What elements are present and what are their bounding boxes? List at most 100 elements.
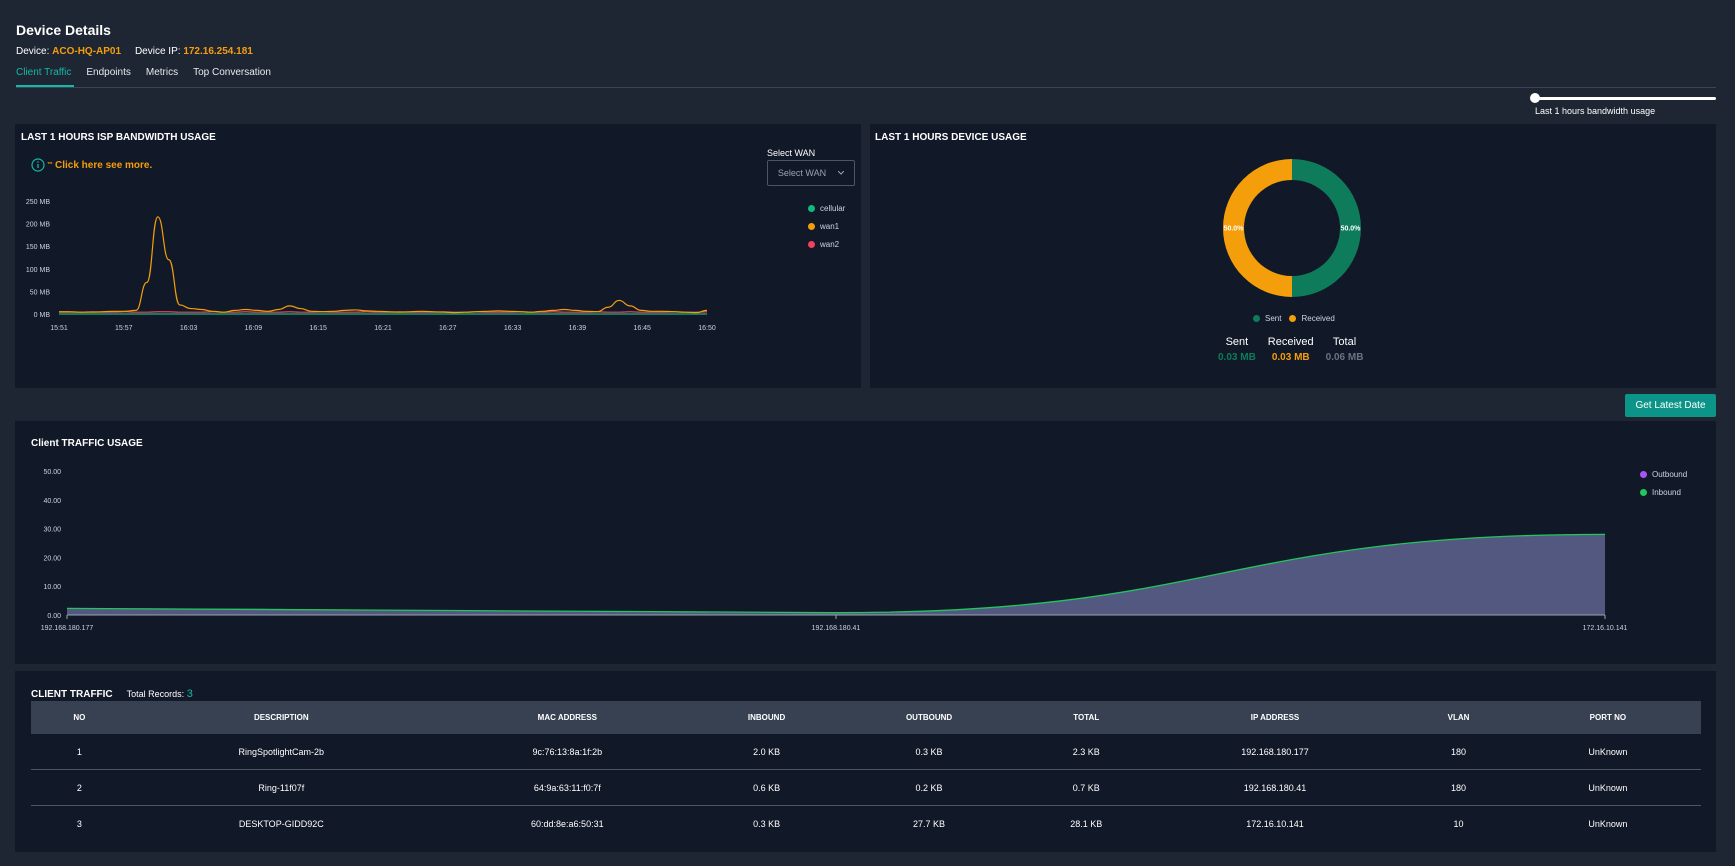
legend-inbound[interactable]: Inbound [1640,488,1687,497]
legend-cellular[interactable]: cellular [808,204,845,213]
legend-received[interactable]: Received [1289,314,1335,323]
stat-sent-value: 0.03 MB [1218,352,1256,363]
tab-endpoints[interactable]: Endpoints [86,67,131,78]
device-ip-label: Device IP: [134,46,181,57]
isp-y-tick: 200 MB [26,222,50,229]
tab-client-traffic[interactable]: Client Traffic [16,67,72,78]
stat-received-value: 0.03 MB [1271,352,1310,363]
column-header-outbound[interactable]: OUTBOUND [905,713,953,722]
isp-y-tick: 100 MB [26,267,50,274]
table-row[interactable]: 2 Ring-11f07f 64:9a:63:11:f0:7f 0.6 KB 0.2 K… [31,769,1701,806]
client-x-tick: 192.168.180.177 [41,625,94,632]
column-header-mac-address[interactable]: MAC ADDRESS [537,713,597,722]
cell-vlan: 10 [1453,818,1464,829]
cell-mac-address: 64:9a:63:11:f0:7f [434,769,700,806]
legend-wan2-dot [808,241,815,248]
cell-description: DESKTOP-GIDD92C [238,818,324,829]
cell-mac-address: 9c:76:13:8a:1f:2b [434,734,700,770]
table-header-row: NO DESCRIPTION MAC ADDRESS INBOUND OUTBOUND T… [31,701,1701,734]
legend-outbound-dot [1640,471,1647,478]
cell-outbound: 0.3 KB [833,734,1025,770]
table-wrapper: NO DESCRIPTION MAC ADDRESS INBOUND OUTBOUND T… [31,701,1701,841]
isp-x-tick: 16:27 [439,325,457,332]
isp-x-tick: 16:21 [374,325,392,332]
cell-vlan: 180 [1402,734,1515,770]
legend-received-dot [1289,315,1297,322]
table-row[interactable]: 3 DESKTOP-GIDD92C 60:dd:8e:a6:50:31 0.3 KB 2… [31,806,1701,842]
client-y-tick: 30.00 [43,527,61,534]
select-wan-dropdown[interactable]: Select WAN [767,160,855,186]
client-traffic-area-chart: 50.00 40.00 30.00 20.00 10.00 0.00 192.168.180… [41,469,1628,632]
client-y-tick: 10.00 [43,584,61,591]
cell-ip-address: 192.168.180.177 [1147,734,1403,770]
cell-no: 3 [76,818,82,829]
isp-bandwidth-panel: LAST 1 HOURS ISP BANDWIDTH USAGE ™ Click… [15,124,861,388]
column-header-vlan[interactable]: VLAN [1447,713,1470,722]
cell-port-no: UnKnown [1514,769,1701,806]
device-value: ACO-HQ-AP01 [52,46,122,57]
legend-wan1[interactable]: wan1 [808,222,845,231]
isp-legend: cellular wan1 wan2 [808,204,845,249]
donut-slice-sent[interactable] [1292,159,1361,297]
donut-slice-received[interactable] [1223,159,1292,297]
device-label: Device: [16,46,50,57]
active-tab-indicator [16,85,74,87]
client-y-tick: 20.00 [43,555,61,562]
table-row[interactable]: 1 RingSpotlightCam-2b 9c:76:13:8a:1f:2b 2.0… [31,734,1701,770]
select-wan-label: Select WAN [767,148,816,158]
bandwidth-slider-track[interactable] [1533,97,1716,100]
cell-inbound: 2.0 KB [699,734,834,770]
client-y-tick: 0.00 [47,613,61,620]
isp-x-tick: 16:09 [245,325,263,332]
usage-stats: Sent 0.03 MB Received 0.03 MB Total 0.06… [1218,336,1363,363]
column-header-no[interactable]: NO [73,713,86,722]
legend-cellular-label: cellular [820,204,846,213]
stat-sent: Sent 0.03 MB [1218,336,1256,363]
legend-outbound[interactable]: Outbound [1640,470,1687,479]
legend-wan2[interactable]: wan2 [808,240,845,249]
cell-description: RingSpotlightCam-2b [127,734,435,770]
stat-total-label: Total [1332,336,1357,348]
get-latest-date-button[interactable]: Get Latest Date [1625,394,1716,417]
client-traffic-table-panel: CLIENT TRAFFIC Total Records: 3 NO DESCRI… [15,671,1716,852]
total-records: Total Records: 3 [127,688,193,700]
chevron-down-icon [838,171,845,175]
isp-panel-title: LAST 1 HOURS ISP BANDWIDTH USAGE [21,132,216,143]
stat-received: Received 0.03 MB [1268,336,1314,363]
donut-slice-label: 50.0% [1341,226,1362,233]
column-header-total[interactable]: TOTAL [1073,713,1100,722]
isp-x-tick: 16:03 [180,325,198,332]
bandwidth-slider-label: Last 1 hours bandwidth usage [1535,106,1656,116]
legend-sent-label: Sent [1265,314,1282,323]
column-header-description[interactable]: DESCRIPTION [253,713,309,722]
cell-inbound: 0.3 KB [753,818,781,829]
client-traffic-chart-panel: Client TRAFFIC USAGE Outbound Inbound 50… [15,421,1716,664]
stat-total-value: 0.06 MB [1325,352,1364,363]
cell-port-no: UnKnown [1588,818,1628,829]
tab-metrics[interactable]: Metrics [145,67,179,78]
legend-wan1-dot [808,223,815,230]
column-header-port-no[interactable]: PORT NO [1589,713,1627,722]
cell-total: 2.3 KB [1024,734,1148,770]
isp-y-tick: 0 MB [34,312,51,319]
tab-top-conversation[interactable]: Top Conversation [193,67,271,78]
cell-mac-address: 60:dd:8e:a6:50:31 [531,818,604,829]
info-icon [31,158,45,172]
see-more-text[interactable]: Click here see more. [55,159,153,171]
see-more-link[interactable]: ™ Click here see more. [31,158,152,172]
column-header-inbound[interactable]: INBOUND [747,713,786,722]
legend-sent[interactable]: Sent [1253,314,1281,323]
select-wan-value: Select WAN [777,168,827,178]
cell-inbound: 0.6 KB [699,769,834,806]
client-x-tick: 192.168.180.41 [812,625,861,632]
column-header-ip-address[interactable]: IP ADDRESS [1250,713,1300,722]
bandwidth-slider-handle[interactable] [1530,93,1540,103]
legend-wan1-label: wan1 [820,222,840,231]
inbound-line [66,533,1606,614]
isp-y-tick: 150 MB [26,244,50,251]
cell-ip-address: 192.168.180.41 [1147,769,1403,806]
legend-outbound-label: Outbound [1652,470,1688,479]
device-info: Device: ACO-HQ-AP01 Device IP: 172.16.25… [16,46,253,57]
stat-total: Total 0.06 MB [1326,336,1364,363]
cell-outbound: 0.2 KB [833,769,1025,806]
